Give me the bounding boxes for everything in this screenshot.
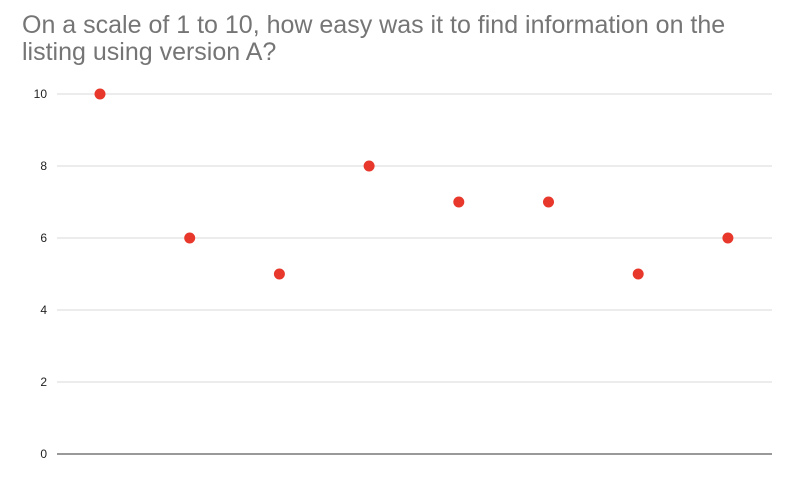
data-point xyxy=(273,268,285,280)
data-point xyxy=(722,232,734,244)
y-tick-label: 8 xyxy=(40,159,47,173)
data-point xyxy=(453,196,465,208)
data-point xyxy=(94,88,106,100)
data-point xyxy=(184,232,196,244)
data-point xyxy=(543,196,554,208)
y-tick-label: 10 xyxy=(34,87,48,101)
y-tick-label: 4 xyxy=(40,303,47,317)
data-points xyxy=(94,88,734,280)
gridlines xyxy=(57,93,772,383)
y-tick-label: 6 xyxy=(40,231,47,245)
y-axis-tick-labels: 0 2 4 6 8 10 xyxy=(34,87,48,461)
data-point xyxy=(363,160,375,172)
chart-title: On a scale of 1 to 10, how easy was it t… xyxy=(22,11,726,66)
y-tick-label: 2 xyxy=(40,375,47,389)
data-point xyxy=(632,268,644,280)
y-tick-label: 0 xyxy=(40,447,47,461)
